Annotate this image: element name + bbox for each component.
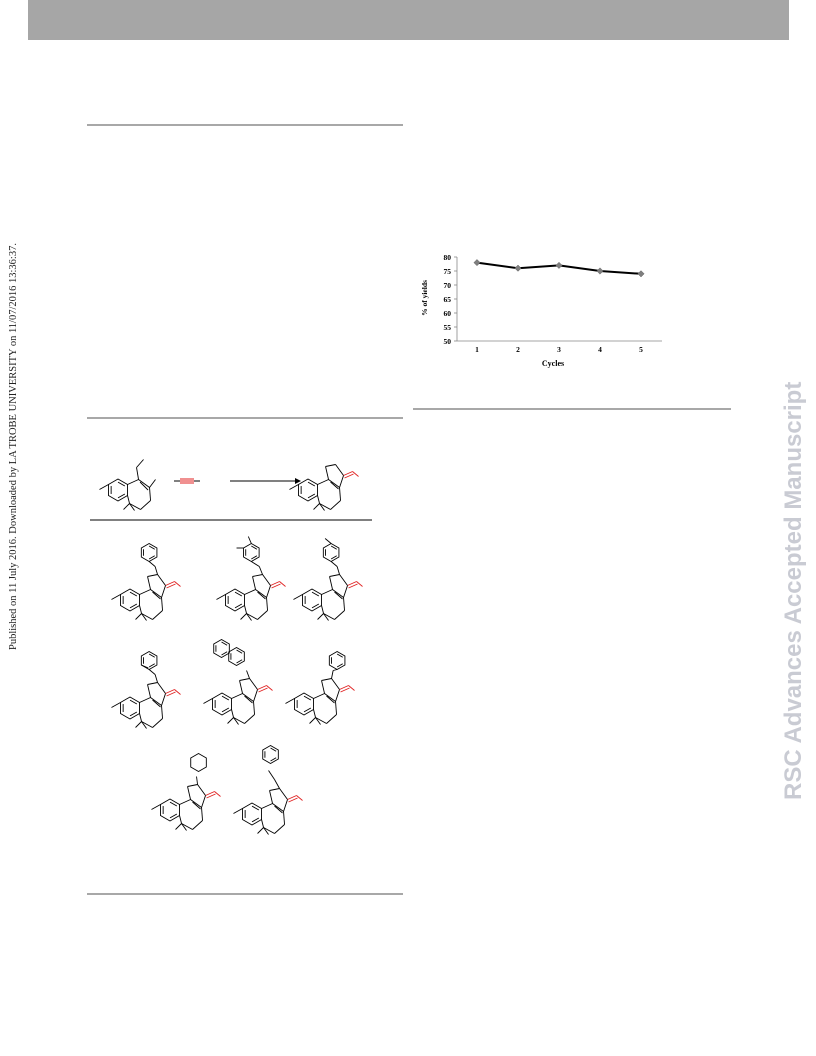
data-point <box>514 264 522 272</box>
rule-top-left <box>87 124 403 126</box>
x-tick-label: 1 <box>475 345 479 354</box>
yield-chart: 50 55 60 65 70 75 80 1 2 3 4 5 % of yields Cycles <box>420 253 662 368</box>
x-tick-label: 2 <box>516 345 520 354</box>
y-axis-label: % of yields <box>420 280 429 316</box>
product-cyclohexyl <box>151 752 221 831</box>
y-tick-label: 55 <box>444 323 452 332</box>
x-axis-label: Cycles <box>542 359 564 368</box>
product-benzyl <box>111 542 181 621</box>
y-tick-label: 80 <box>444 253 452 262</box>
data-point <box>637 270 645 278</box>
chart-axes <box>456 257 662 342</box>
y-tick-label: 60 <box>444 309 452 318</box>
product-naphthylmethyl <box>203 638 273 725</box>
scheme-reaction-row <box>99 459 359 511</box>
product-dimethylbenzyl <box>216 536 286 621</box>
rule-bottom-left <box>87 893 403 895</box>
scheme-structures <box>111 536 363 835</box>
product-phenyl <box>285 650 355 725</box>
y-tick-label: 65 <box>444 295 452 304</box>
chart-y-ticks: 50 55 60 65 70 75 80 <box>444 253 457 346</box>
data-point <box>596 267 604 275</box>
data-point <box>555 261 563 269</box>
y-tick-label: 70 <box>444 281 452 290</box>
rule-mid-left <box>87 417 403 419</box>
alkyne-reagent <box>174 478 200 484</box>
x-tick-label: 4 <box>598 345 602 354</box>
x-tick-label: 3 <box>557 345 561 354</box>
product-generic <box>289 464 359 511</box>
reaction-arrow-head <box>295 478 301 484</box>
product-phenethyl <box>233 744 303 835</box>
product-ortho-methylbenzyl <box>111 650 181 729</box>
product-methylbenzyl <box>293 538 363 621</box>
y-tick-label: 50 <box>444 337 452 346</box>
starting-material <box>99 459 156 511</box>
page-header-bar <box>28 0 789 40</box>
chart-points <box>473 259 645 278</box>
x-tick-label: 5 <box>639 345 643 354</box>
published-note: Published on 11 July 2016. Downloaded by… <box>8 243 19 650</box>
data-point <box>473 259 481 267</box>
chart-x-ticks: 1 2 3 4 5 <box>475 345 643 354</box>
journal-watermark: RSC Advances Accepted Manuscript <box>780 381 807 800</box>
y-tick-label: 75 <box>444 267 452 276</box>
rule-chart-bottom <box>413 408 731 410</box>
reaction-scheme <box>90 459 372 835</box>
